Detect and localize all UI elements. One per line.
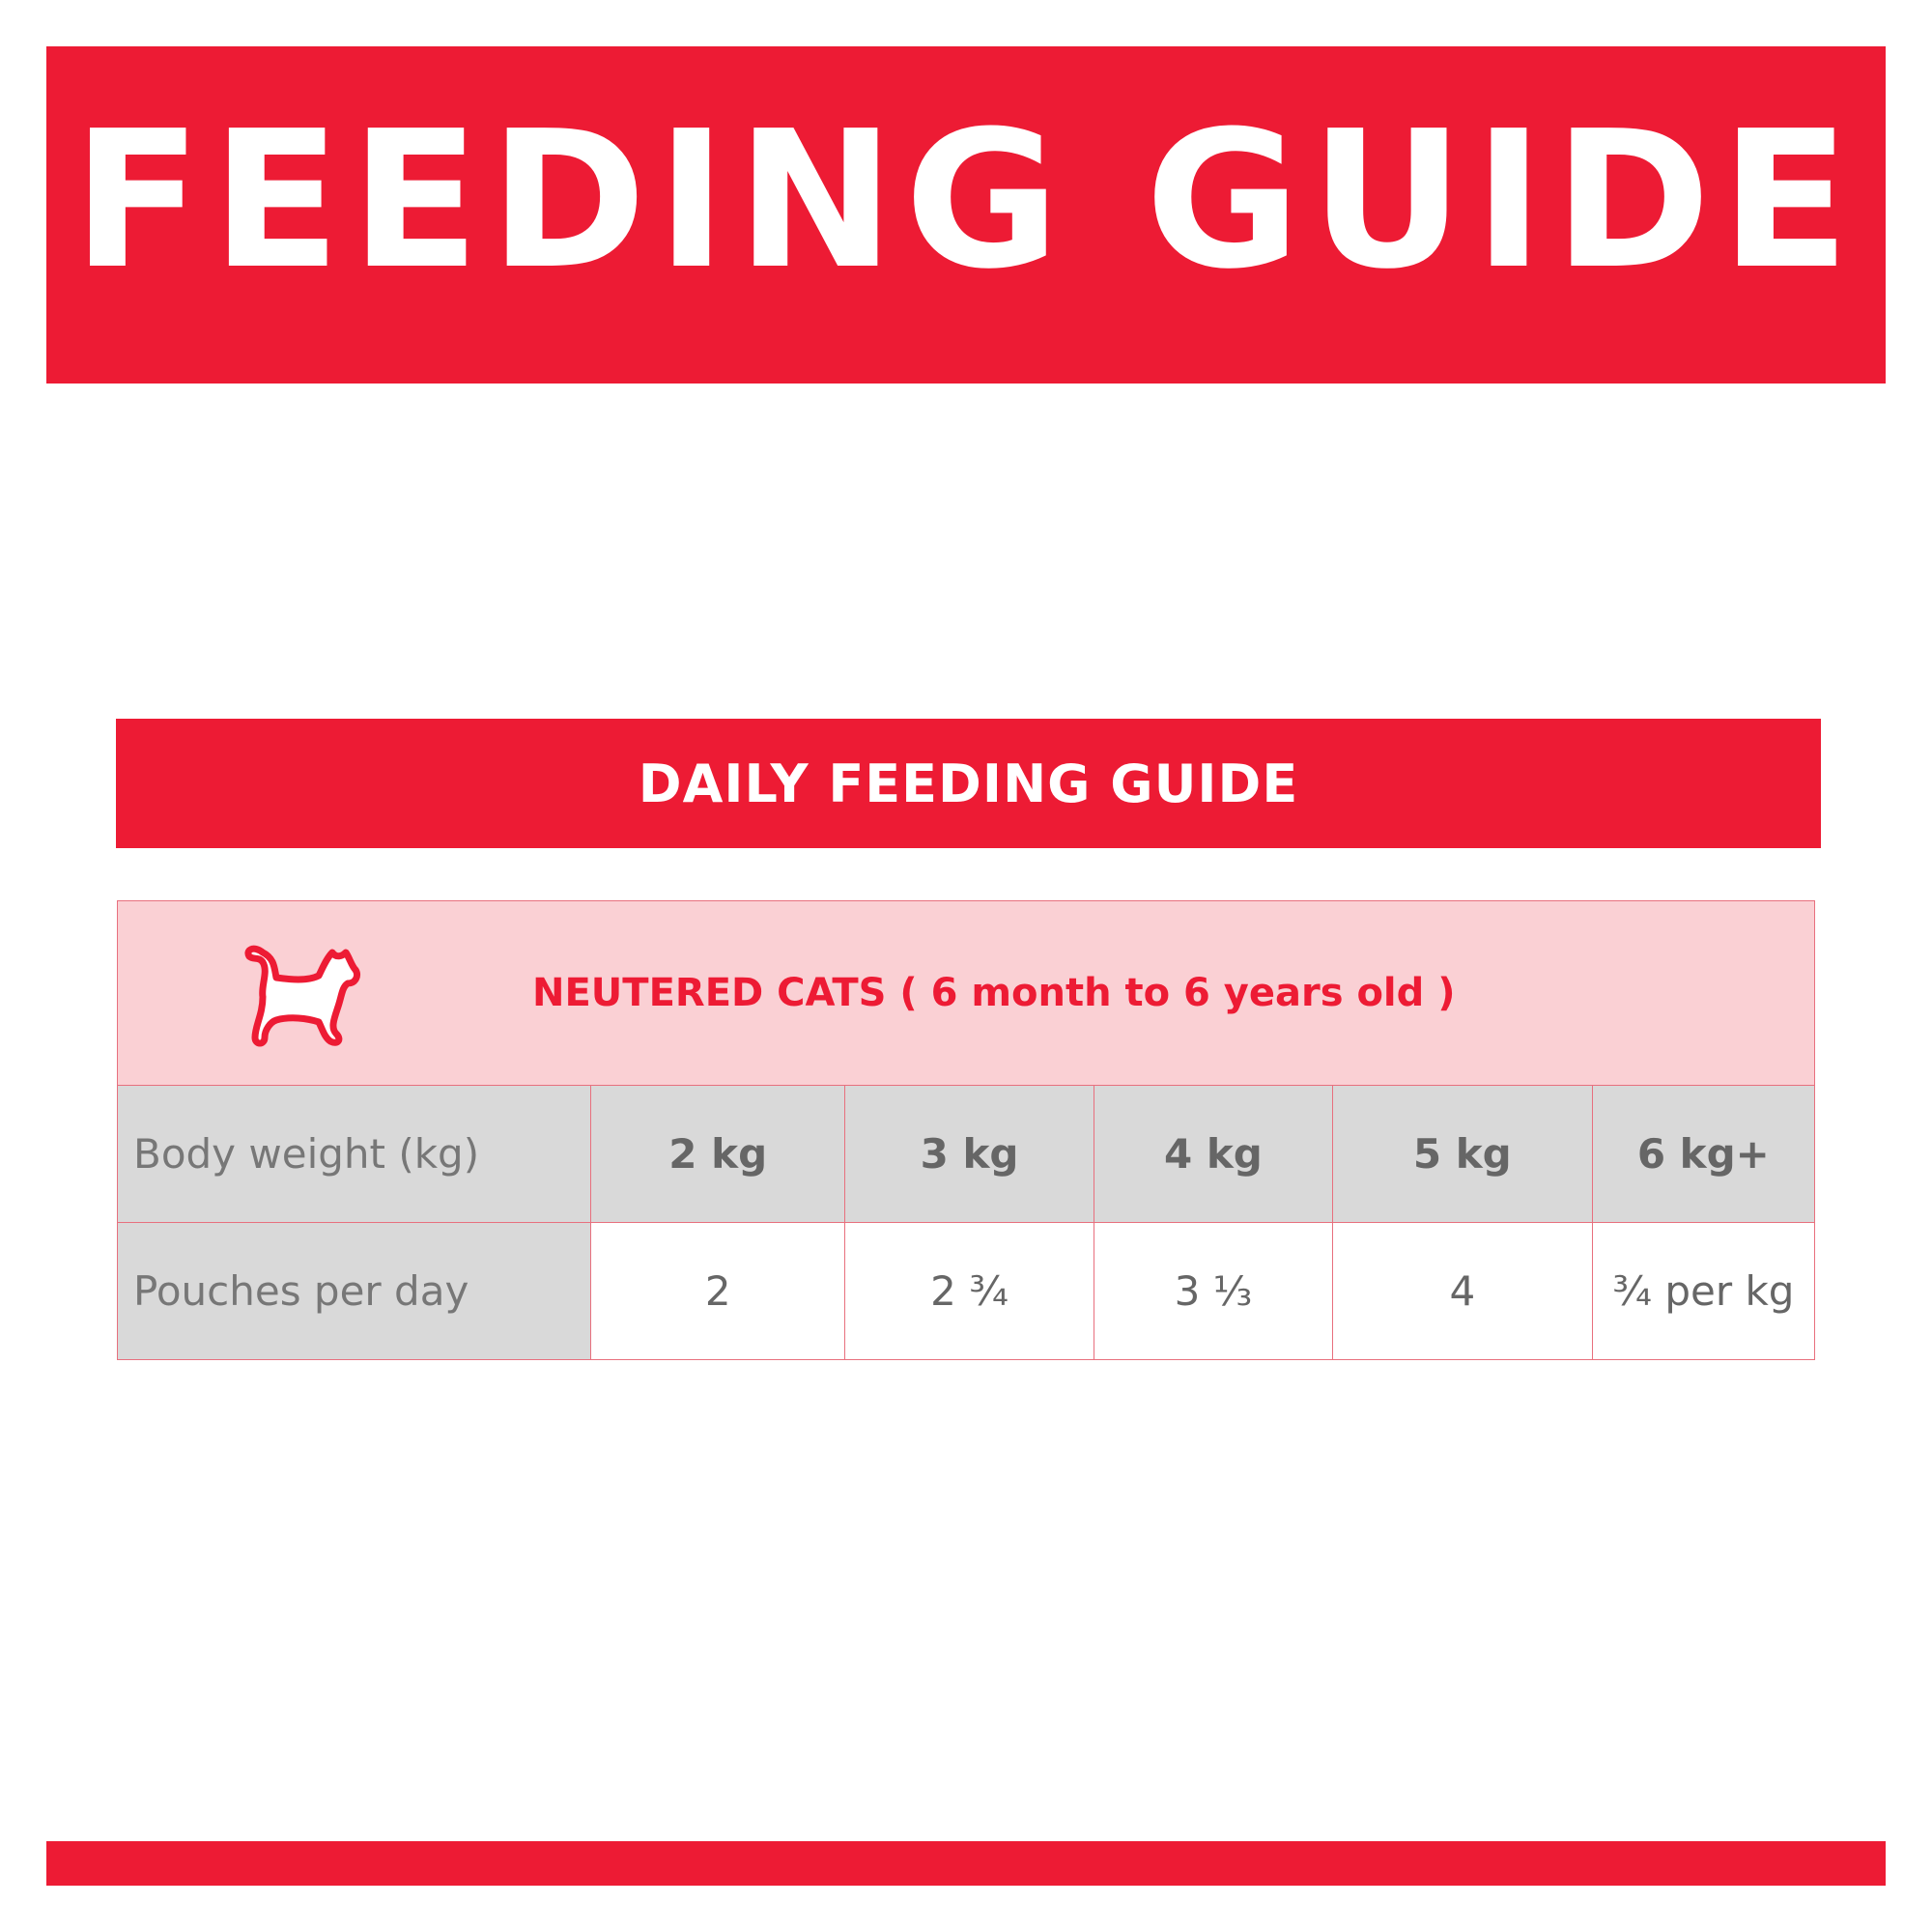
- category-label: NEUTERED CATS ( 6 month to 6 years old ): [532, 971, 1456, 1015]
- bottom-bar: [46, 1841, 1886, 1886]
- table-cell: 2 kg: [590, 1085, 846, 1223]
- daily-guide-banner: DAILY FEEDING GUIDE: [116, 719, 1821, 848]
- row-label: Pouches per day: [116, 1222, 592, 1360]
- table-cell: 2 ¾: [844, 1222, 1094, 1360]
- table-cell: 6 kg+: [1591, 1085, 1816, 1223]
- table-cell: 3 ⅓: [1094, 1222, 1333, 1360]
- daily-guide-title: DAILY FEEDING GUIDE: [638, 753, 1299, 814]
- page-title: FEEDING GUIDE: [72, 90, 1860, 311]
- table-cell: 5 kg: [1331, 1085, 1593, 1223]
- feeding-table: NEUTERED CATS ( 6 month to 6 years old )…: [116, 900, 1816, 1360]
- table-cell: 3 kg: [844, 1085, 1094, 1223]
- category-cell: NEUTERED CATS ( 6 month to 6 years old ): [117, 900, 1815, 1086]
- table-cell: 4: [1331, 1222, 1593, 1360]
- table-cell: 4 kg: [1094, 1085, 1333, 1223]
- row-label: Body weight (kg): [116, 1085, 592, 1223]
- top-banner: FEEDING GUIDE: [46, 46, 1886, 384]
- table-row-body-weight: Body weight (kg) 2 kg 3 kg 4 kg 5 kg 6 k…: [116, 1085, 1816, 1223]
- table-cell: ¾ per kg: [1591, 1222, 1816, 1360]
- table-row-pouches: Pouches per day 2 2 ¾ 3 ⅓ 4 ¾ per kg: [116, 1222, 1816, 1360]
- cat-icon: [244, 945, 361, 1047]
- table-cell: 2: [590, 1222, 846, 1360]
- category-row: NEUTERED CATS ( 6 month to 6 years old ): [117, 900, 1815, 1086]
